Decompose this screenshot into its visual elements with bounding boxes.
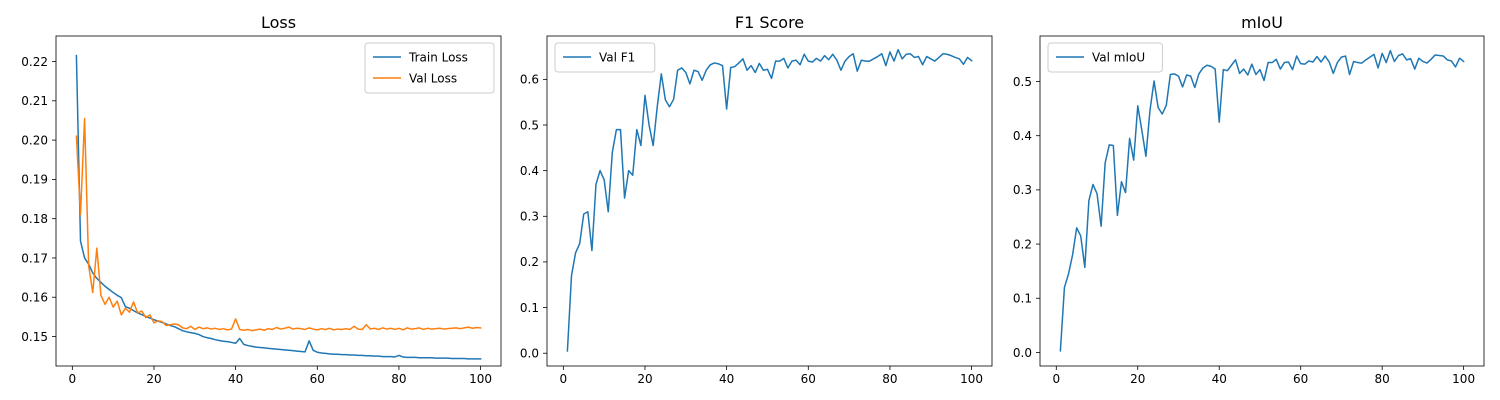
loss-y-tick-label: 0.15 bbox=[21, 330, 48, 344]
miou-x-tick-label: 20 bbox=[1130, 372, 1145, 386]
miou-axes-frame bbox=[1039, 35, 1485, 367]
f1-y-tick-label: 0.2 bbox=[520, 255, 539, 269]
f1-x-tick-label: 60 bbox=[801, 372, 816, 386]
f1-chart-title: F1 Score bbox=[735, 13, 804, 32]
loss-x-tick-label: 100 bbox=[469, 372, 492, 386]
miou-y-tick-label: 0.1 bbox=[1013, 292, 1032, 306]
f1-y-tick-label: 0.3 bbox=[520, 210, 539, 224]
f1-y-tick-label: 0.5 bbox=[520, 118, 539, 132]
loss-series-line-val-loss bbox=[75, 117, 482, 332]
loss-panel: Loss 0 20 40 60 80 100 0.15 0.16 0.17 0.18 0.19 0.2… bbox=[21, 13, 502, 386]
loss-x-tick-label: 80 bbox=[391, 372, 406, 386]
miou-y-tick-label: 0.4 bbox=[1013, 129, 1032, 143]
loss-x-tick-label: 60 bbox=[310, 372, 325, 386]
loss-y-tick-label: 0.21 bbox=[21, 94, 48, 108]
f1-x-tick-label: 100 bbox=[960, 372, 983, 386]
loss-axes-frame bbox=[55, 35, 502, 367]
f1-x-tick-label: 20 bbox=[637, 372, 652, 386]
f1-x-tick-label: 0 bbox=[560, 372, 568, 386]
loss-y-tick-label: 0.20 bbox=[21, 133, 48, 147]
f1-legend-box bbox=[554, 42, 656, 73]
miou-y-tick-label: 0.3 bbox=[1013, 183, 1032, 197]
f1-x-tick-label: 40 bbox=[719, 372, 734, 386]
loss-y-tick-label: 0.22 bbox=[21, 55, 48, 69]
miou-y-tick-label: 0.5 bbox=[1013, 75, 1032, 89]
f1-y-tick-label: 0.6 bbox=[520, 73, 539, 87]
f1-y-tick-label: 0.1 bbox=[520, 301, 539, 315]
loss-x-tick-label: 20 bbox=[146, 372, 161, 386]
miou-y-tick-label: 0.2 bbox=[1013, 237, 1032, 251]
loss-legend-box bbox=[364, 42, 495, 94]
f1-plot-area: 0 20 40 60 80 100 0.0 0.1 0.2 0.3 0.4 0.5 0.6 Val F1 bbox=[520, 35, 993, 386]
f1-y-tick-label: 0.0 bbox=[520, 347, 539, 361]
loss-x-tick-label: 0 bbox=[69, 372, 77, 386]
f1-legend: Val F1 bbox=[554, 42, 656, 73]
loss-y-tick-label: 0.17 bbox=[21, 251, 48, 265]
miou-x-tick-label: 80 bbox=[1375, 372, 1390, 386]
miou-legend: Val mIoU bbox=[1047, 42, 1163, 73]
loss-legend-label: Val Loss bbox=[409, 72, 457, 86]
miou-x-tick-label: 100 bbox=[1452, 372, 1475, 386]
miou-x-tick-label: 40 bbox=[1212, 372, 1227, 386]
f1-y-tick-label: 0.4 bbox=[520, 164, 539, 178]
f1-legend-label: Val F1 bbox=[599, 51, 635, 65]
loss-y-tick-label: 0.19 bbox=[21, 173, 48, 187]
f1-series-line-val-f1 bbox=[566, 48, 973, 352]
miou-x-tick-label: 60 bbox=[1293, 372, 1308, 386]
f1-x-tick-label: 80 bbox=[882, 372, 897, 386]
loss-y-tick-label: 0.18 bbox=[21, 212, 48, 226]
miou-plot-area: 0 20 40 60 80 100 0.0 0.1 0.2 0.3 0.4 0.5 Val mIoU bbox=[1013, 35, 1485, 386]
miou-series-line-val-miou bbox=[1059, 49, 1465, 352]
f1-axes-frame bbox=[546, 35, 993, 367]
loss-chart-title: Loss bbox=[261, 13, 296, 32]
loss-plot-area: 0 20 40 60 80 100 0.15 0.16 0.17 0.18 0.19 0.20 0.21… bbox=[21, 35, 502, 386]
miou-legend-box bbox=[1047, 42, 1163, 73]
miou-legend-label: Val mIoU bbox=[1092, 51, 1145, 65]
loss-legend: Train Loss Val Loss bbox=[364, 42, 495, 94]
miou-x-tick-label: 0 bbox=[1052, 372, 1060, 386]
loss-x-tick-label: 40 bbox=[228, 372, 243, 386]
miou-panel: mIoU 0 20 40 60 80 100 0.0 0.1 0.2 0.3 0.4 0.5 Val m… bbox=[1013, 13, 1485, 386]
miou-y-tick-label: 0.0 bbox=[1013, 346, 1032, 360]
loss-legend-label: Train Loss bbox=[408, 51, 468, 65]
loss-y-tick-label: 0.16 bbox=[21, 291, 48, 305]
f1-panel: F1 Score 0 20 40 60 80 1000.00.10.20.30.40.50… bbox=[520, 13, 993, 386]
miou-chart-title: mIoU bbox=[1241, 13, 1283, 32]
